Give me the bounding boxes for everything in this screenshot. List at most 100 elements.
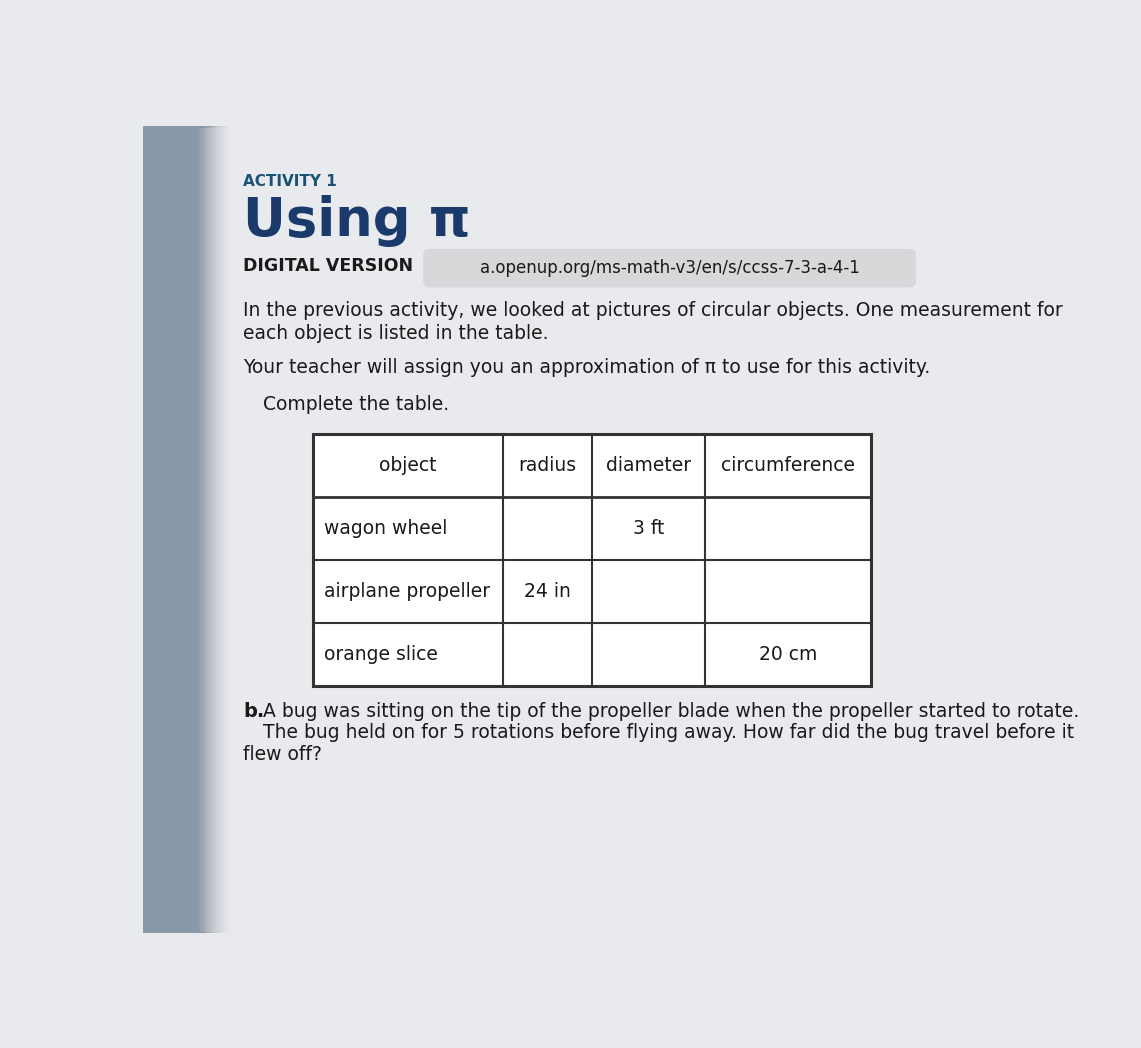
Bar <box>143 126 153 933</box>
Text: b.: b. <box>243 702 265 721</box>
Text: In the previous activity, we looked at pictures of circular objects. One measure: In the previous activity, we looked at p… <box>243 302 1063 321</box>
Bar <box>143 126 176 933</box>
Bar <box>143 126 183 933</box>
Text: ACTIVITY 1: ACTIVITY 1 <box>243 174 337 189</box>
Bar <box>143 126 211 933</box>
Text: each object is listed in the table.: each object is listed in the table. <box>243 325 549 344</box>
Text: circumference: circumference <box>721 456 855 475</box>
Text: Complete the table.: Complete the table. <box>262 395 448 414</box>
Bar <box>143 126 184 933</box>
Text: Using π: Using π <box>243 195 471 247</box>
Bar <box>143 126 164 933</box>
Bar <box>143 126 160 933</box>
Bar <box>143 126 202 933</box>
Bar <box>143 126 187 933</box>
Bar <box>143 126 146 933</box>
Bar <box>143 126 152 933</box>
Bar <box>143 126 165 933</box>
Bar <box>143 126 232 933</box>
Bar <box>143 126 207 933</box>
Bar <box>143 126 221 933</box>
Bar <box>143 126 161 933</box>
Bar <box>143 126 216 933</box>
Bar <box>143 126 192 933</box>
Bar <box>143 126 213 933</box>
Bar <box>143 126 217 933</box>
Bar <box>313 434 871 686</box>
Bar <box>143 126 234 933</box>
Bar <box>143 126 225 933</box>
Bar <box>143 126 188 933</box>
Text: a.openup.org/ms-math-v3/en/s/ccss-7-3-a-4-1: a.openup.org/ms-math-v3/en/s/ccss-7-3-a-… <box>479 259 859 278</box>
Bar <box>143 126 193 933</box>
Bar <box>143 126 189 933</box>
Bar <box>143 126 177 933</box>
Bar <box>143 126 173 933</box>
Bar <box>143 126 148 933</box>
Bar <box>143 126 208 933</box>
Text: flew off?: flew off? <box>243 745 322 764</box>
Bar <box>143 126 199 933</box>
Text: 20 cm: 20 cm <box>759 646 817 664</box>
Bar <box>143 126 168 933</box>
Bar <box>143 126 156 933</box>
FancyBboxPatch shape <box>423 249 916 287</box>
Bar <box>143 126 197 933</box>
Bar <box>143 126 213 933</box>
Bar <box>143 126 178 933</box>
Text: 24 in: 24 in <box>524 582 570 602</box>
Bar <box>143 126 180 933</box>
Bar <box>143 126 209 933</box>
Bar <box>143 126 236 933</box>
Text: DIGITAL VERSION: DIGITAL VERSION <box>243 257 413 275</box>
Bar <box>143 126 222 933</box>
Bar <box>143 126 154 933</box>
Bar <box>143 126 156 933</box>
Bar <box>143 126 180 933</box>
Bar <box>143 126 186 933</box>
Bar <box>143 126 161 933</box>
Bar <box>143 126 179 933</box>
Bar <box>143 126 170 933</box>
Bar <box>143 126 211 933</box>
Bar <box>143 126 224 933</box>
Text: orange slice: orange slice <box>324 646 438 664</box>
Bar <box>143 126 226 933</box>
Bar <box>143 126 202 933</box>
Bar <box>143 126 203 933</box>
Bar <box>143 126 235 933</box>
Bar <box>143 126 217 933</box>
Bar <box>143 126 233 933</box>
Bar <box>143 126 149 933</box>
Bar <box>143 126 169 933</box>
Bar <box>143 126 146 933</box>
Text: radius: radius <box>518 456 576 475</box>
Bar <box>143 126 170 933</box>
Bar <box>143 126 163 933</box>
Bar <box>143 126 178 933</box>
Bar <box>143 126 228 933</box>
Bar <box>143 126 163 933</box>
Bar <box>143 126 159 933</box>
Text: object: object <box>379 456 437 475</box>
Bar <box>143 126 227 933</box>
Bar <box>143 126 171 933</box>
Bar <box>143 126 200 933</box>
Bar <box>143 126 191 933</box>
Bar <box>143 126 228 933</box>
Bar <box>143 126 151 933</box>
Bar <box>143 126 172 933</box>
Bar <box>143 126 230 933</box>
Text: diameter: diameter <box>606 456 690 475</box>
Bar <box>143 126 185 933</box>
Bar <box>143 126 154 933</box>
Bar <box>143 126 194 933</box>
Bar <box>143 126 195 933</box>
Bar <box>143 126 167 933</box>
Text: airplane propeller: airplane propeller <box>324 582 491 602</box>
Bar <box>143 126 175 933</box>
Bar <box>143 126 221 933</box>
Text: The bug held on for 5 rotations before flying away. How far did the bug travel b: The bug held on for 5 rotations before f… <box>262 723 1074 742</box>
Bar <box>143 126 144 933</box>
Bar <box>143 126 159 933</box>
